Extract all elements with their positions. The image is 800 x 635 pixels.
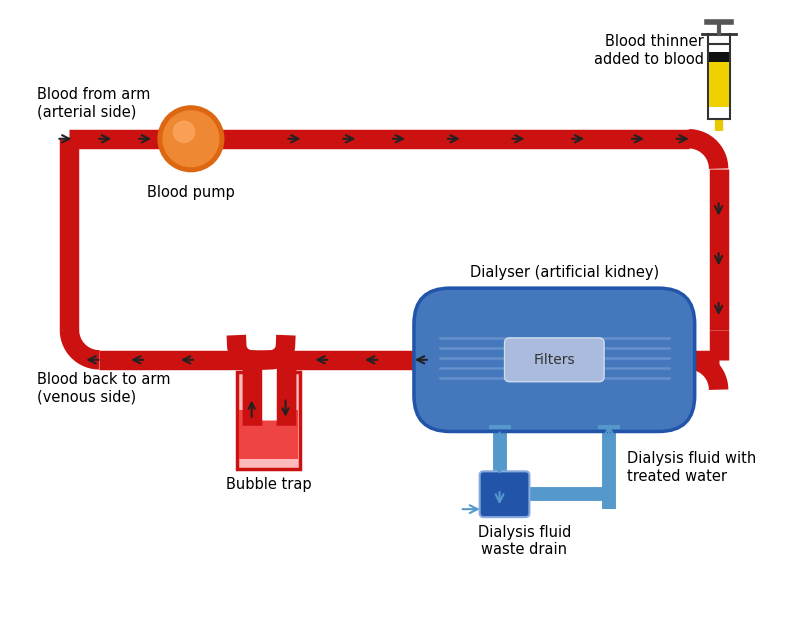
Text: Dialysis fluid with
treated water: Dialysis fluid with treated water	[627, 451, 756, 483]
FancyBboxPatch shape	[414, 288, 694, 432]
FancyBboxPatch shape	[708, 44, 730, 119]
Text: Blood back to arm
(venous side): Blood back to arm (venous side)	[37, 371, 170, 404]
FancyBboxPatch shape	[237, 371, 301, 469]
FancyBboxPatch shape	[709, 62, 729, 107]
Text: Blood pump: Blood pump	[147, 185, 234, 199]
Text: Blood thinner
added to blood: Blood thinner added to blood	[594, 34, 704, 67]
Text: Blood from arm
(arterial side): Blood from arm (arterial side)	[37, 87, 150, 119]
Text: Filters: Filters	[534, 353, 575, 367]
Text: Bubble trap: Bubble trap	[226, 478, 311, 492]
Text: Dialysis fluid
waste drain: Dialysis fluid waste drain	[478, 525, 571, 558]
FancyBboxPatch shape	[480, 471, 530, 517]
Circle shape	[163, 111, 218, 166]
Circle shape	[158, 106, 224, 171]
FancyBboxPatch shape	[505, 338, 604, 382]
Circle shape	[174, 121, 194, 142]
Text: Dialyser (artificial kidney): Dialyser (artificial kidney)	[470, 265, 659, 280]
FancyBboxPatch shape	[238, 410, 298, 459]
FancyBboxPatch shape	[709, 52, 729, 62]
